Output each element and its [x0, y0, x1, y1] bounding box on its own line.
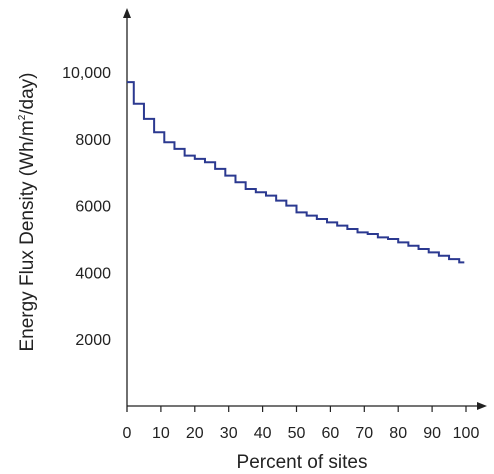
- x-tick-label-20: 20: [186, 425, 204, 442]
- x-tick-label-90: 90: [423, 425, 441, 442]
- y-axis-title: Energy Flux Density (Wh/m2/day): [17, 72, 38, 351]
- x-axis-arrowhead: [477, 402, 487, 410]
- y-axis-title-part-1: Energy Flux Density (Wh/m: [17, 120, 38, 351]
- x-tick-label-70: 70: [355, 425, 373, 442]
- x-tick-label-30: 30: [220, 425, 238, 442]
- series-step-line: [127, 81, 465, 264]
- x-tick-label-60: 60: [322, 425, 340, 442]
- x-ticks: 0 10 20 30 40 50 60 70 80 90 100: [123, 406, 480, 442]
- x-tick-label-10: 10: [152, 425, 170, 442]
- y-tick-label-8000: 8000: [75, 132, 111, 149]
- y-tick-label-4000: 4000: [75, 265, 111, 282]
- y-axis-arrowhead: [123, 8, 131, 18]
- y-ticks: 2000 4000 6000 8000 10,000: [62, 65, 111, 349]
- axes: [123, 8, 487, 412]
- y-tick-label-10,000: 10,000: [62, 65, 111, 82]
- y-tick-label-2000: 2000: [75, 332, 111, 349]
- x-tick-label-0: 0: [123, 425, 132, 442]
- y-axis-title-superscript: 2: [17, 114, 28, 120]
- x-tick-label-80: 80: [389, 425, 407, 442]
- x-axis-title: Percent of sites: [237, 452, 368, 473]
- x-tick-label-50: 50: [288, 425, 306, 442]
- y-tick-label-6000: 6000: [75, 199, 111, 216]
- y-axis-title-part-3: /day): [17, 72, 38, 114]
- x-tick-label-100: 100: [453, 425, 480, 442]
- x-tick-label-40: 40: [254, 425, 272, 442]
